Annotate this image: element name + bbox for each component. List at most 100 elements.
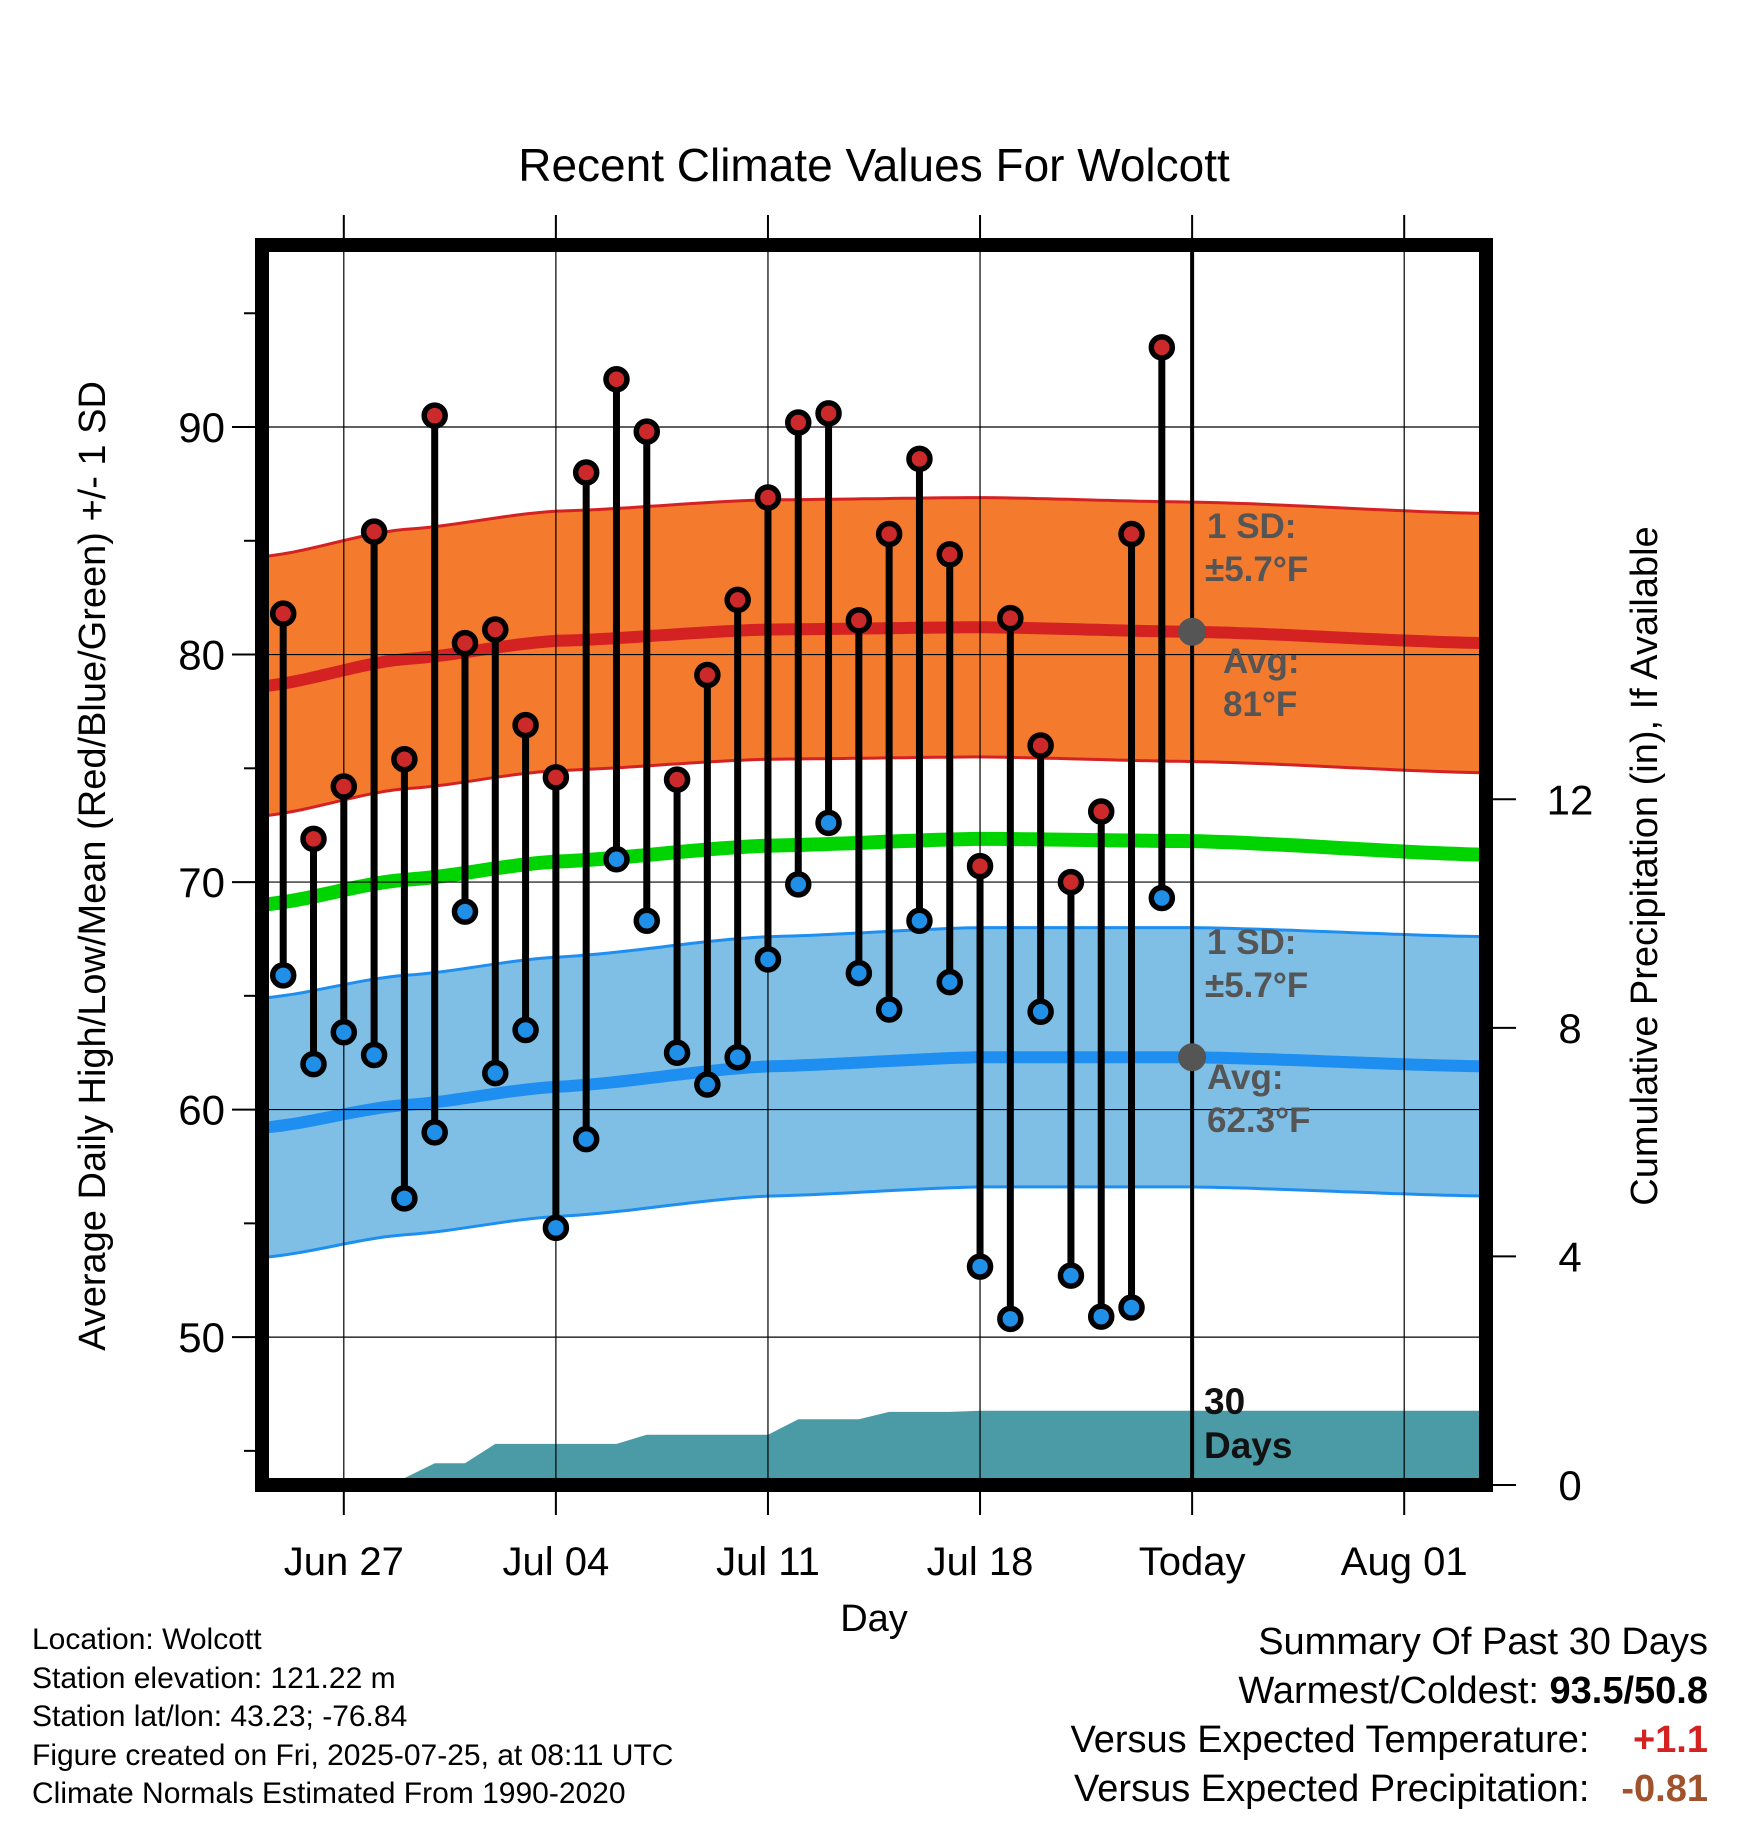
today-low-avg-marker (1178, 1043, 1207, 1072)
low-temp-point (875, 996, 903, 1023)
elevation-text: Station elevation: 121.22 m (32, 1661, 396, 1695)
high-temp-point (1148, 334, 1176, 361)
high-temp-point (663, 766, 691, 793)
high-temp-point (482, 616, 509, 643)
summary-panel: Summary Of Past 30 Days Warmest/Coldest:… (1071, 1618, 1708, 1814)
low-sd-band (262, 927, 1486, 1258)
low-temp-point (997, 1305, 1024, 1333)
high-temp-point (815, 400, 842, 427)
warm-cold-label: Warmest/Coldest: (1238, 1670, 1539, 1712)
temp-label: Versus Expected Temperature: (1070, 1719, 1590, 1761)
low-temp-point (330, 1018, 358, 1046)
low-temp-point (694, 1071, 721, 1098)
high-sd-annotation: ±5.7°F (1205, 550, 1308, 589)
low-temp-point (1118, 1294, 1145, 1321)
low-temp-point (845, 959, 873, 987)
low-average-line (262, 1051, 1486, 1134)
high-temp-point (633, 418, 661, 445)
low-temp-point (482, 1059, 509, 1087)
high-sd-annotation: 1 SD: (1207, 507, 1296, 546)
low-band-upper-edge (262, 926, 1486, 1000)
low-temp-point (724, 1044, 751, 1071)
warm-cold-value: 93.5/50.8 (1549, 1670, 1708, 1712)
low-sd-annotation: 1 SD: (1207, 923, 1296, 962)
precipitation-area (262, 1410, 1486, 1485)
low-sd-annotation: ±5.7°F (1205, 966, 1308, 1005)
low-temp-point (391, 1185, 418, 1212)
x-tick-label: Jul 11 (716, 1540, 820, 1584)
summary-precip: Versus Expected Precipitation: -0.81 (1071, 1765, 1708, 1814)
today-high-avg-marker (1178, 617, 1207, 646)
high-temp-point (360, 518, 388, 545)
precip-value: -0.81 (1621, 1768, 1708, 1810)
high-temp-point (391, 745, 418, 773)
station-info: Location: Wolcott Station elevation: 121… (32, 1621, 673, 1814)
x-tick-label: Jul 04 (503, 1540, 610, 1584)
low-temp-point (451, 898, 479, 925)
normals-text: Climate Normals Estimated From 1990-2020 (32, 1777, 626, 1810)
y2-tick-label: 4 (1558, 1233, 1581, 1280)
plot-inner (262, 245, 1486, 1485)
temp-value: +1.1 (1632, 1719, 1708, 1761)
high-temp-point (966, 852, 994, 880)
y-tick-label: 50 (178, 1314, 225, 1361)
high-temp-point (603, 365, 630, 393)
high-sd-band (262, 497, 1486, 817)
low-temp-point (603, 846, 630, 873)
high-temp-point (1118, 520, 1145, 548)
low-temp-point (269, 962, 297, 989)
high-temp-point (1057, 868, 1085, 896)
y2-tick-label: 0 (1558, 1462, 1581, 1509)
high-temp-point (300, 825, 327, 853)
low-temp-point (906, 907, 933, 934)
mean-average-line (262, 831, 1486, 912)
high-temp-point (542, 764, 570, 791)
latlon-text: Station lat/lon: 43.23; -76.84 (32, 1700, 408, 1733)
low-temp-point (1148, 884, 1176, 912)
low-avg-annotation: 62.3°F (1207, 1101, 1311, 1140)
low-temp-point (633, 907, 661, 934)
low-temp-point (1057, 1262, 1085, 1289)
chart-title: Recent Climate Values For Wolcott (518, 139, 1230, 191)
low-temp-point (936, 968, 963, 996)
high-temp-point (572, 459, 600, 486)
location-text: Location: Wolcott (32, 1623, 262, 1656)
low-temp-point (663, 1039, 691, 1066)
low-avg-annotation: Avg: (1207, 1058, 1283, 1097)
high-temp-point (724, 586, 751, 614)
low-temp-point (512, 1016, 539, 1044)
high-temp-point (269, 600, 297, 627)
y2-tick-label: 8 (1558, 1005, 1581, 1052)
high-temp-point (1027, 732, 1054, 759)
y2-axis-label: Cumulative Precipitation (in), If Availa… (1624, 526, 1666, 1205)
summary-title: Summary Of Past 30 Days (1258, 1621, 1708, 1663)
x-axis-label: Day (840, 1598, 908, 1640)
high-temp-point (1087, 798, 1115, 825)
y-tick-label: 70 (178, 859, 225, 906)
high-temp-point (330, 773, 358, 800)
created-text: Figure created on Fri, 2025-07-25, at 08… (32, 1738, 674, 1772)
low-temp-point (542, 1214, 570, 1242)
low-temp-point (815, 809, 842, 837)
days-annotation: 30 (1204, 1381, 1245, 1422)
low-temp-point (1027, 998, 1054, 1026)
precip-label: Versus Expected Precipitation: (1074, 1768, 1590, 1810)
high-temp-point (785, 409, 812, 436)
y-tick-label: 80 (178, 632, 225, 679)
low-temp-point (966, 1253, 994, 1280)
x-tick-label: Today (1139, 1540, 1246, 1584)
high-temp-point (754, 484, 782, 511)
high-temp-point (512, 711, 539, 739)
y2-tick-label: 12 (1547, 776, 1594, 823)
high-temp-point (997, 604, 1024, 632)
x-tick-label: Aug 01 (1341, 1540, 1468, 1584)
high-temp-point (421, 402, 448, 429)
low-temp-point (572, 1125, 600, 1153)
low-band-lower-edge (262, 1185, 1486, 1259)
y-tick-label: 60 (178, 1087, 225, 1134)
y-axis-label: Average Daily High/Low/Mean (Red/Blue/Gr… (72, 381, 114, 1351)
high-temp-point (875, 520, 903, 548)
low-temp-point (360, 1041, 388, 1069)
low-temp-point (300, 1050, 327, 1078)
